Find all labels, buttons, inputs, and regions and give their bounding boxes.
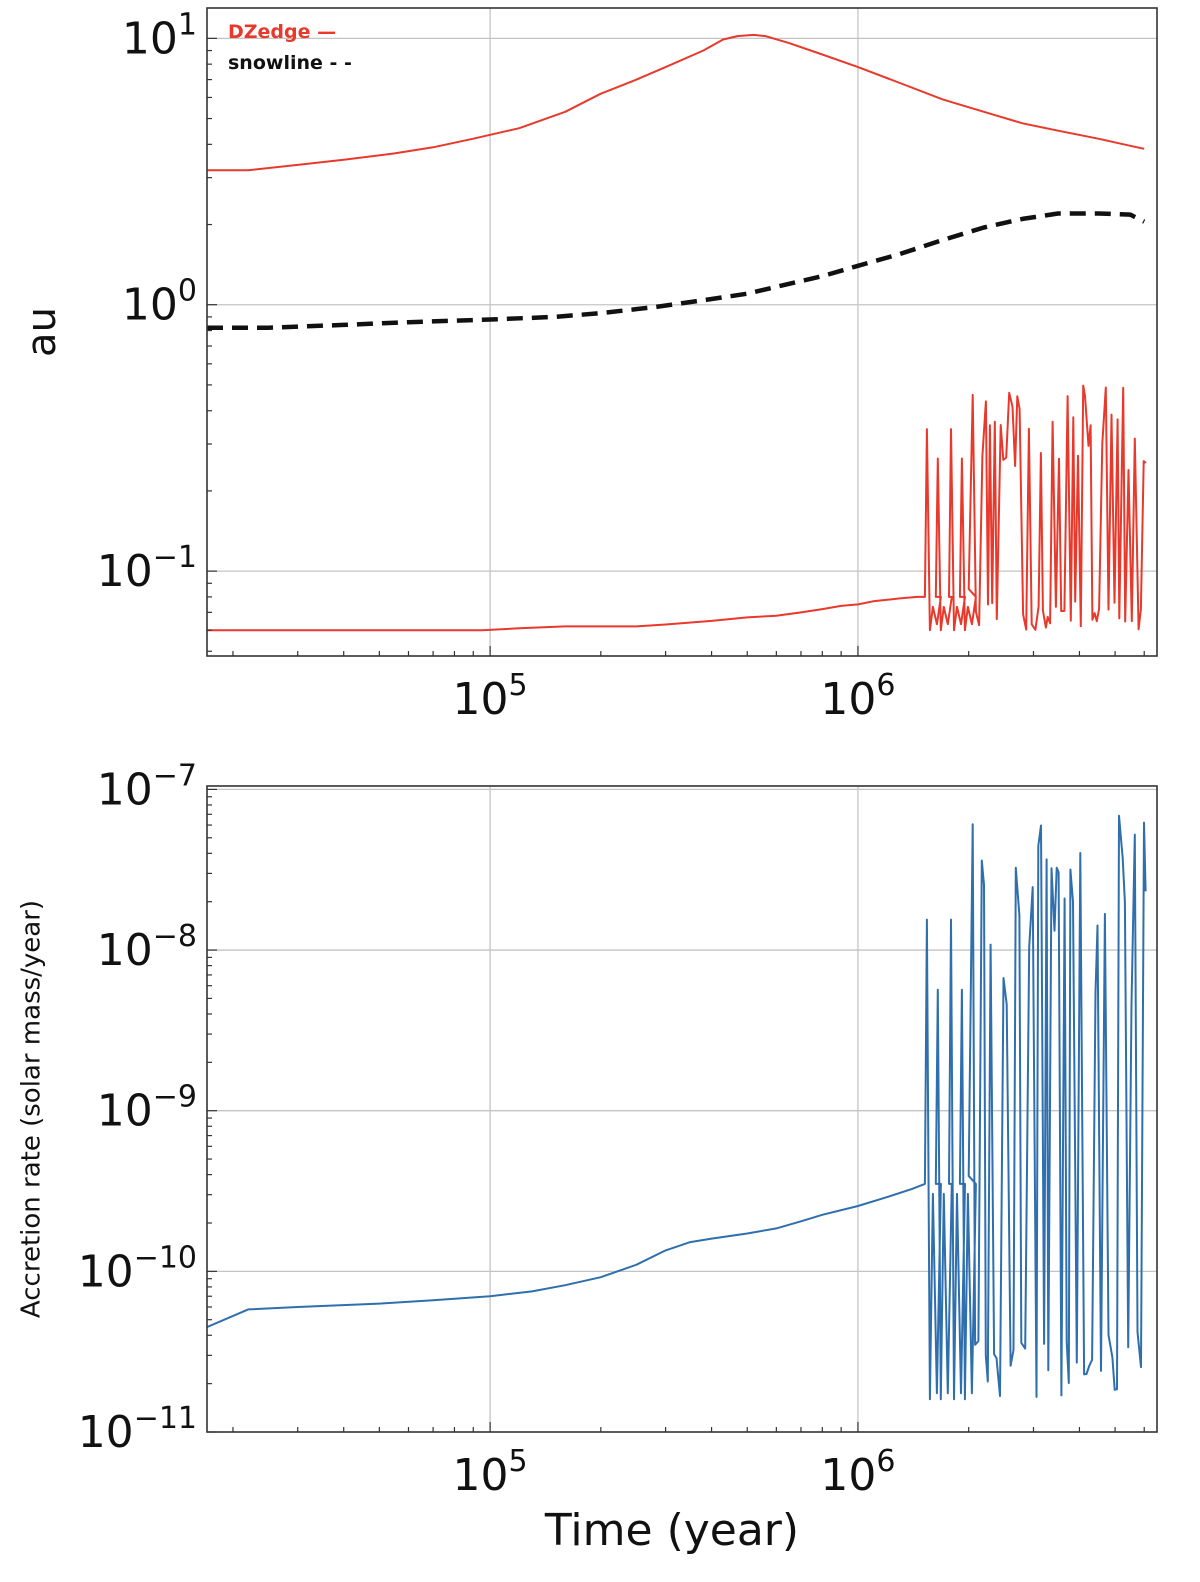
axes-frame [206, 785, 1158, 1433]
top-panel: 105 106 10−1 100 101 au DZedge — snowline - - [19, 7, 1158, 725]
bottom-panel: 105 106 10−11 10−10 10−9 10−8 10−7 Accretion ra… [17, 758, 1158, 1556]
grid [207, 8, 1157, 656]
y-tick-label: 10−10 [78, 1240, 197, 1297]
legend-entry-DZedge: DZedge — [228, 21, 336, 43]
y-tick-label: 100 [122, 274, 197, 331]
series-line-series-2 [207, 384, 1147, 632]
x-tick-label: 106 [820, 1444, 895, 1501]
x-axis-label: Time (year) [544, 1505, 799, 1556]
y-tick-label: 10−7 [97, 758, 197, 815]
legend-entry-snowline: snowline - - [228, 52, 352, 74]
x-tick-label: 105 [453, 668, 528, 725]
y-tick-label: 10−9 [97, 1080, 197, 1137]
legend: DZedge — snowline - - [228, 21, 352, 74]
y-tick-label: 10−11 [78, 1401, 197, 1458]
tick-marks [207, 788, 1145, 1433]
y-tick-label: 10−1 [97, 540, 197, 597]
y-tick-label: 10−8 [97, 919, 197, 976]
plot-area [207, 33, 1147, 632]
series-line-series-0 [207, 814, 1147, 1401]
tick-marks [207, 37, 1145, 656]
x-tick-label: 106 [820, 668, 895, 725]
y-axis-label: Accretion rate (solar mass/year) [17, 900, 47, 1318]
grid [207, 786, 1157, 1432]
axes-frame [206, 7, 1158, 657]
plot-area [207, 814, 1147, 1401]
series-line-snowline [207, 211, 1146, 330]
y-tick-label: 101 [122, 7, 197, 64]
series-line-DZedge [207, 33, 1145, 172]
x-tick-label: 105 [453, 1444, 528, 1501]
y-axis-label: au [19, 307, 65, 357]
